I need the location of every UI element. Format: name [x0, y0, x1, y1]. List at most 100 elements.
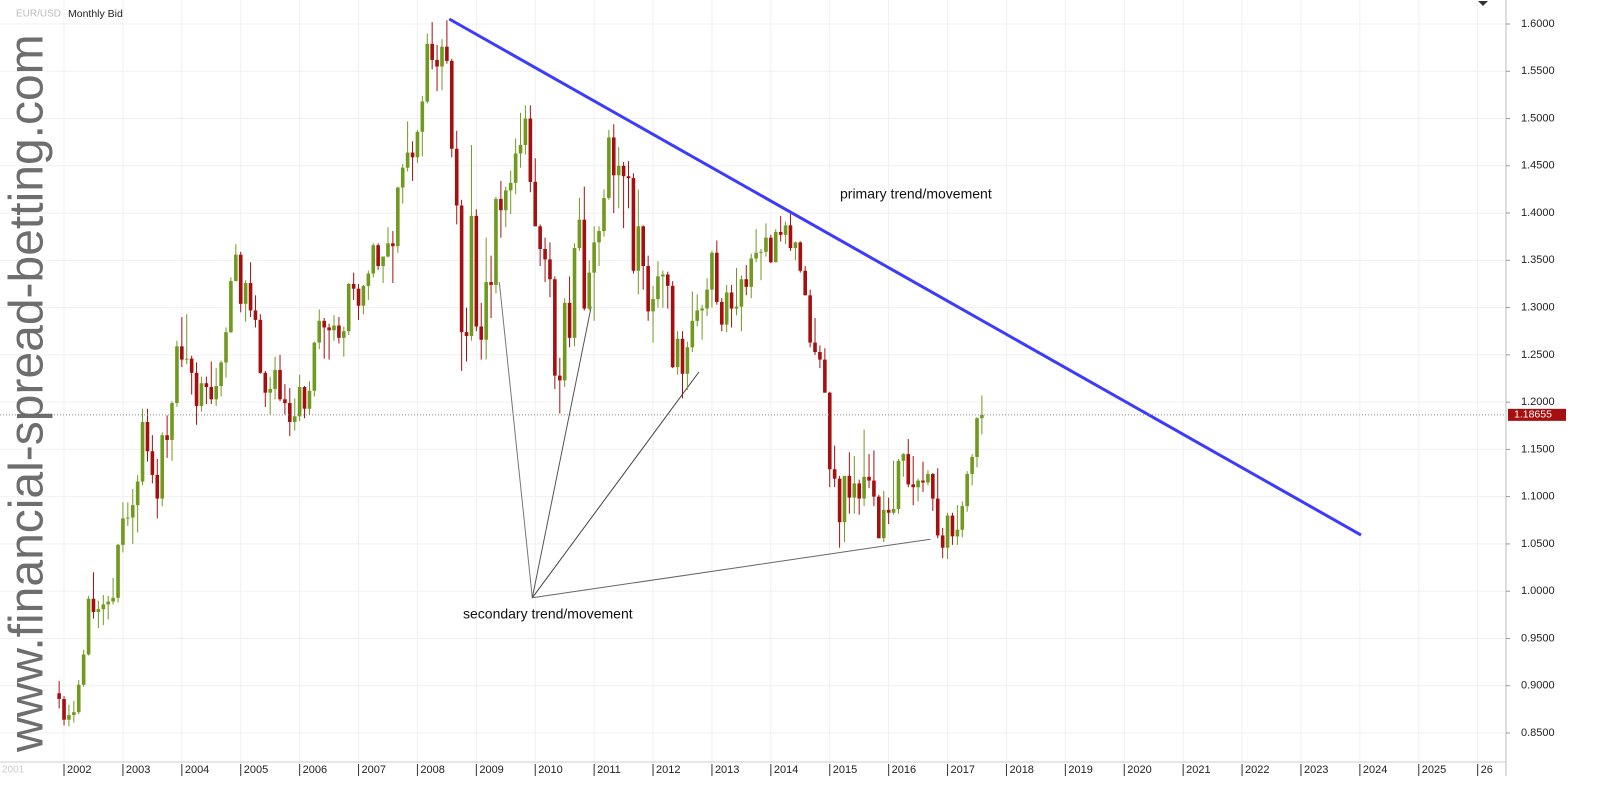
candle-body: [268, 388, 272, 393]
candle-body: [224, 332, 228, 363]
candle-body: [744, 279, 749, 287]
candle-body: [548, 259, 552, 280]
candle-body: [96, 609, 101, 612]
candle-body: [715, 252, 719, 302]
last-price-box: [1508, 408, 1566, 421]
candle-body: [130, 505, 135, 518]
x-tick-label: 2010: [538, 764, 562, 776]
trend-line: [498, 282, 533, 598]
candle-body: [881, 509, 886, 539]
candle-body: [916, 480, 920, 488]
candle-body: [494, 198, 498, 285]
candle-body: [935, 498, 940, 536]
candle-body: [278, 369, 282, 400]
y-tick-label: 1.2500: [1521, 349, 1555, 361]
candle-body: [562, 302, 567, 381]
candle-body: [170, 403, 174, 440]
candle-body: [464, 332, 469, 336]
candle-body: [567, 302, 572, 338]
candle-body: [788, 225, 793, 249]
candle-body: [283, 399, 287, 404]
candle-body: [351, 283, 356, 289]
candle-body: [219, 362, 223, 387]
x-tick-label: 2004: [185, 764, 209, 776]
candle-body: [901, 454, 906, 461]
candle-body: [754, 252, 758, 259]
candle-body: [469, 215, 474, 336]
candle-body: [553, 279, 557, 376]
y-tick-label: 1.5000: [1521, 112, 1555, 124]
x-tick-label: 2015: [833, 764, 857, 776]
chart-title: Monthly Bid: [68, 8, 123, 20]
candle-body: [852, 483, 857, 498]
candle-body: [57, 693, 61, 699]
candle-body: [857, 483, 861, 499]
candle-body: [405, 152, 410, 168]
candle-body: [248, 283, 253, 311]
candle-body: [773, 231, 778, 263]
candle-body: [273, 369, 277, 389]
x-tick-label: 2017: [951, 764, 975, 776]
candle-body: [793, 242, 798, 249]
y-tick-label: 1.0500: [1521, 538, 1555, 550]
candle-body: [538, 226, 542, 249]
menu-icon[interactable]: [1478, 1, 1488, 6]
candle-body: [685, 347, 690, 374]
candle-body: [965, 473, 969, 507]
candle-body: [862, 476, 866, 499]
x-tick-label: 2005: [244, 764, 268, 776]
candle-body: [759, 251, 763, 253]
candle-body: [184, 358, 189, 360]
y-tick-label: 1.4500: [1521, 160, 1555, 172]
candle-body: [886, 509, 891, 513]
candle-body: [258, 319, 263, 373]
candle-body: [386, 243, 390, 257]
candle-body: [931, 473, 935, 499]
candle-body: [631, 178, 636, 271]
candle-body: [180, 346, 184, 360]
candle-body: [960, 506, 965, 530]
candle-body: [705, 289, 709, 309]
x-tick-label: 2016: [892, 764, 916, 776]
candle-body: [611, 137, 616, 176]
candle-body: [474, 215, 479, 327]
candle-body: [454, 148, 459, 206]
candle-body: [818, 352, 822, 360]
candle-body: [361, 285, 366, 306]
candle-body: [764, 237, 768, 252]
candle-body: [229, 281, 233, 333]
y-tick-label: 1.3500: [1521, 254, 1555, 266]
y-tick-label: 1.3000: [1521, 302, 1555, 314]
candle-body: [896, 460, 901, 509]
candle-body: [342, 331, 346, 338]
candle-body: [528, 118, 533, 182]
candle-body: [499, 198, 503, 211]
candle-body: [135, 481, 140, 506]
candle-body: [558, 375, 562, 381]
candle-body: [366, 273, 371, 286]
candle-body: [523, 118, 528, 146]
candle-body: [783, 225, 788, 235]
candle-body: [543, 248, 547, 260]
x-tick-label: 2003: [126, 764, 150, 776]
candle-body: [695, 310, 700, 321]
candle-body: [62, 698, 66, 720]
x-tick-label: 2011: [597, 764, 621, 776]
candle-body: [769, 237, 773, 263]
candle-body: [577, 219, 582, 249]
trend-line: [448, 17, 1362, 537]
candle-body: [327, 327, 331, 331]
candle-body: [872, 480, 876, 497]
candle-body: [975, 418, 979, 457]
candle-body: [778, 231, 783, 235]
candle-body: [724, 292, 729, 325]
x-tick-label: 2023: [1304, 764, 1328, 776]
candle-body: [302, 387, 307, 409]
candle-body: [346, 283, 351, 332]
x-tick-label: 2019: [1068, 764, 1092, 776]
candle-body: [926, 473, 930, 483]
candle-body: [827, 392, 832, 470]
candle-body: [582, 219, 587, 309]
candle-body: [376, 245, 380, 267]
candle-body: [813, 342, 817, 353]
